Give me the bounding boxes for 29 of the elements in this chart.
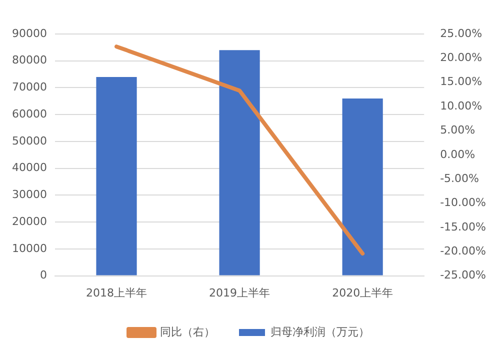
y-tick-label: 20000 xyxy=(12,214,47,228)
y-tick-label: 30000 xyxy=(12,188,47,202)
legend-label: 同比（右） xyxy=(160,325,215,338)
y2-tick-label: -15.00% xyxy=(440,220,486,234)
legend-label: 归母净利润（万元） xyxy=(270,325,370,338)
y2-tick-label: -10.00% xyxy=(440,196,486,210)
y2-tick-label: -25.00% xyxy=(440,268,486,282)
bar xyxy=(96,76,137,276)
y-tick-label: 70000 xyxy=(12,80,47,94)
bar xyxy=(342,98,383,276)
y-tick-label: 40000 xyxy=(12,161,47,174)
x-tick-label: 2020上半年 xyxy=(332,286,394,300)
x-tick-label: 2018上半年 xyxy=(86,286,148,300)
y2-tick-label: 20.00% xyxy=(440,51,482,64)
y-tick-label: 80000 xyxy=(12,54,47,67)
bar xyxy=(219,50,260,276)
y-tick-label: 10000 xyxy=(12,242,47,255)
y2-tick-label: 5.00% xyxy=(440,124,476,137)
y-tick-label: 60000 xyxy=(12,107,47,120)
y-tick-label: 90000 xyxy=(12,26,47,40)
y2-tick-label: 15.00% xyxy=(440,75,482,88)
y2-tick-label: 0.00% xyxy=(440,148,476,161)
y2-tick-label: 10.00% xyxy=(440,99,482,112)
y2-tick-label: -20.00% xyxy=(440,244,486,258)
y2-tick-label: -5.00% xyxy=(440,172,480,185)
y-tick-label: 50000 xyxy=(12,134,47,148)
x-tick-label: 2019上半年 xyxy=(209,286,270,300)
y-tick-label: 0 xyxy=(40,268,47,282)
y2-tick-label: 25.00% xyxy=(440,26,482,40)
